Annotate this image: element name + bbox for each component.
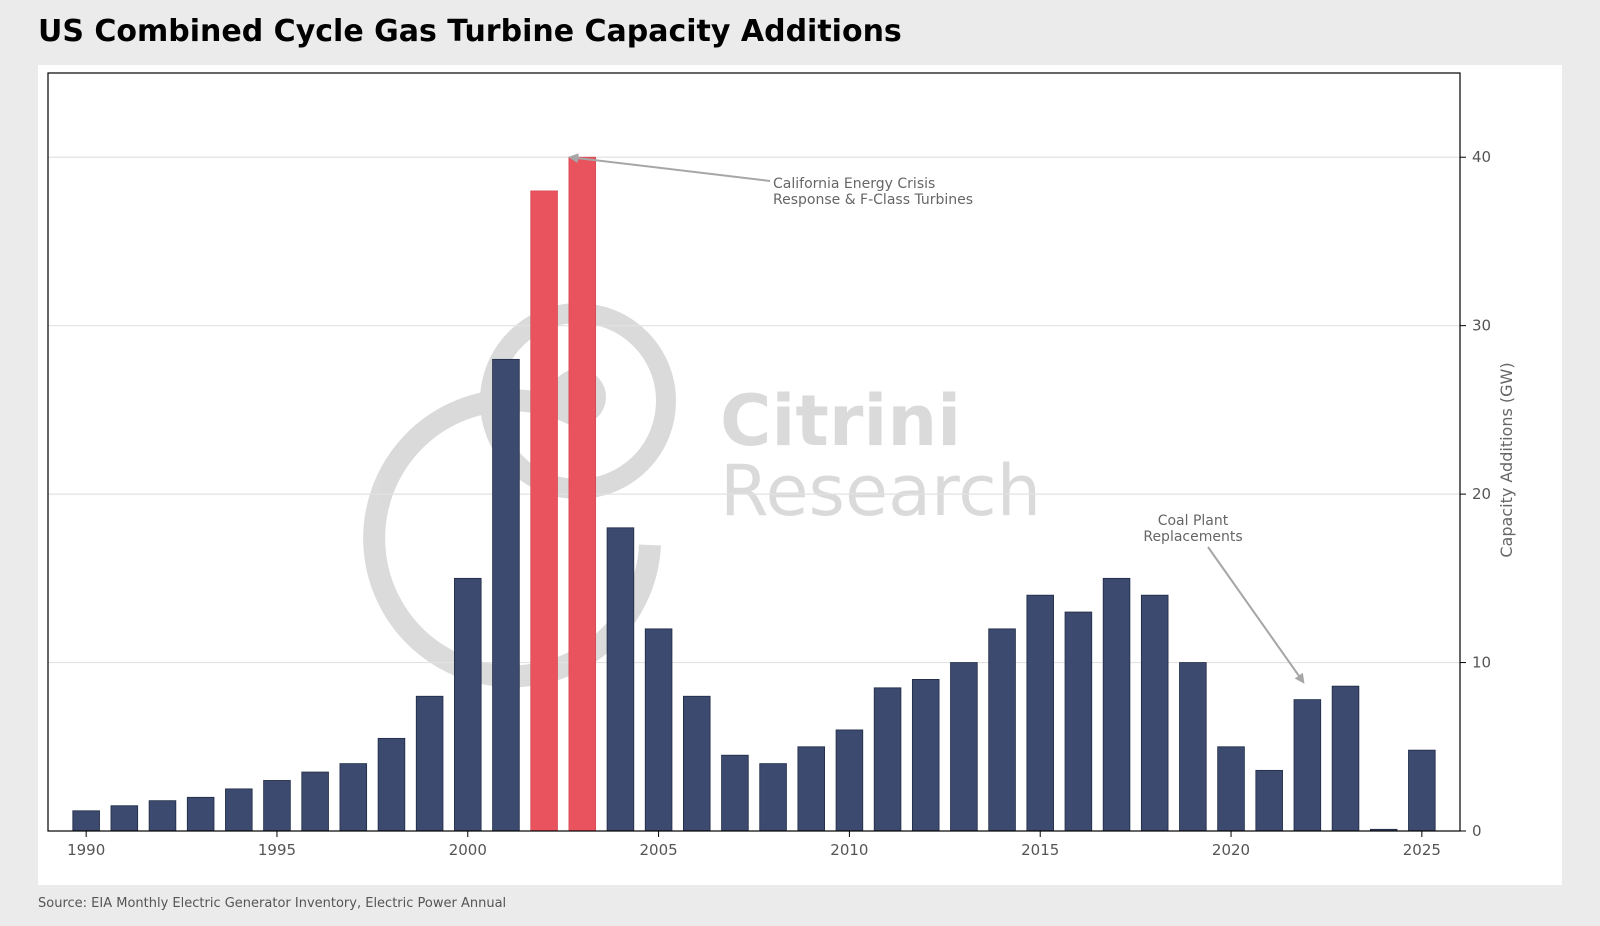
bar-1997 (339, 763, 368, 832)
bar-2009 (797, 746, 825, 832)
bar-1991 (110, 805, 139, 832)
annotation-california: California Energy Crisis Response & F-Cl… (568, 153, 973, 208)
bar-chart: Citrini Research 1990 1995 2000 2005 2010 201… (47, 72, 1516, 859)
bar-1999 (415, 695, 444, 832)
annotation-coal-line1: Coal Plant (1158, 513, 1229, 529)
chart-title: US Combined Cycle Gas Turbine Capacity A… (38, 14, 902, 49)
bar-1996 (301, 771, 329, 832)
bar-2008 (759, 763, 787, 832)
x-tick-label-2020: 2020 (1212, 841, 1250, 859)
y-tick-label-20: 20 (1472, 485, 1491, 503)
bar-2000 (454, 577, 482, 832)
x-tick-label-2025: 2025 (1403, 841, 1441, 859)
bar-2025 (1408, 749, 1436, 832)
bar-2021 (1255, 769, 1283, 832)
watermark-line2: Research (720, 450, 1041, 532)
source-note: Source: EIA Monthly Electric Generator I… (38, 896, 507, 911)
bar-2016 (1064, 611, 1093, 832)
bar-1993 (186, 796, 215, 832)
annotation-california-arrow (568, 153, 771, 182)
bar-2010 (835, 729, 864, 832)
gridlines (48, 156, 1460, 664)
bar-1994 (225, 788, 253, 832)
y-tick-label-0: 0 (1472, 822, 1482, 840)
bar-2014 (988, 628, 1016, 832)
x-tick-label-1990: 1990 (67, 841, 105, 859)
chart-card: Citrini Research 1990 1995 2000 2005 2010 201… (38, 65, 1562, 885)
bar-2015 (1026, 594, 1054, 832)
bar-2001 (492, 358, 520, 832)
bar-2007 (721, 754, 749, 832)
x-axis: 1990 1995 2000 2005 2010 2015 2020 2025 (67, 831, 1441, 859)
bar-2019 (1179, 662, 1207, 832)
bars (72, 156, 1436, 832)
watermark-line1: Citrini (720, 380, 961, 462)
bar-2003-highlight (568, 156, 597, 832)
bar-2006 (683, 695, 711, 832)
annotation-coal: Coal Plant Replacements (1143, 513, 1305, 684)
bar-1992 (148, 800, 177, 832)
bar-2004 (606, 527, 635, 832)
annotation-coal-arrow (1207, 546, 1305, 684)
bar-1995 (263, 780, 291, 832)
bar-2023 (1331, 685, 1360, 832)
annotation-california-line2: Response & F-Class Turbines (773, 192, 973, 208)
bar-2020 (1217, 746, 1245, 832)
y-axis-label: Capacity Additions (GW) (1497, 362, 1516, 557)
annotation-coal-line2: Replacements (1143, 529, 1242, 545)
annotation-california-line1: California Energy Crisis (773, 176, 935, 192)
x-tick-label-2015: 2015 (1021, 841, 1059, 859)
bar-2017 (1102, 577, 1131, 832)
y-tick-label-30: 30 (1472, 317, 1491, 335)
watermark-logo-arc (363, 389, 661, 688)
bar-2012 (911, 679, 940, 832)
x-tick-label-2000: 2000 (449, 841, 487, 859)
x-tick-label-1995: 1995 (258, 841, 296, 859)
plot-frame (47, 72, 1461, 832)
bar-2022 (1293, 699, 1322, 832)
y-tick-label-40: 40 (1472, 148, 1491, 166)
bar-1990 (72, 810, 100, 832)
bar-2005 (644, 628, 673, 832)
x-tick-label-2005: 2005 (640, 841, 678, 859)
y-tick-label-10: 10 (1472, 654, 1491, 672)
bar-1998 (377, 737, 406, 832)
bar-2013 (950, 662, 978, 832)
bar-2018 (1140, 594, 1169, 832)
y-axis: 0 10 20 30 40 (1460, 148, 1491, 840)
x-tick-label-2010: 2010 (830, 841, 868, 859)
bar-2011 (873, 687, 902, 832)
bar-2002-highlight (530, 190, 558, 832)
